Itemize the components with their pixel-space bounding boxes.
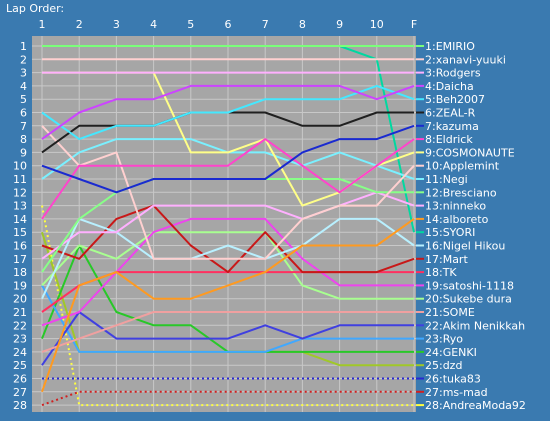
y-axis-labels: 1234567891011121314151617181920212223242… [13, 40, 27, 412]
legend-entry: 20:Sukebe dura [425, 293, 512, 306]
series-line-19 [41, 217, 414, 327]
y-tick-label: 6 [20, 107, 27, 120]
x-tick-label: 10 [370, 18, 384, 31]
x-tick-label: 9 [336, 18, 343, 31]
y-tick-label: 19 [13, 279, 27, 292]
series-line-23 [41, 284, 414, 353]
legend-entry: 14:alboreto [425, 213, 489, 226]
y-tick-label: 22 [13, 319, 27, 332]
y-tick-label: 28 [13, 399, 27, 412]
y-tick-label: 8 [20, 133, 27, 146]
y-tick-label: 3 [20, 67, 27, 80]
series-line-20 [41, 231, 414, 300]
series-lines [41, 45, 415, 407]
series-line-14 [41, 218, 415, 393]
x-tick-label: 1 [39, 18, 46, 31]
y-tick-label: 16 [13, 240, 27, 253]
y-tick-label: 1 [20, 40, 27, 53]
series-line-8 [41, 138, 415, 220]
legend-entry: 18:TK [425, 266, 457, 279]
series-line-21 [41, 311, 414, 353]
y-tick-label: 14 [13, 213, 27, 226]
y-tick-label: 11 [13, 173, 27, 186]
legend-entry: 26:tuka83 [425, 373, 481, 386]
legend-entry: 9:COSMONAUTE [425, 146, 515, 159]
series-line-13 [41, 191, 415, 260]
y-tick-label: 15 [13, 226, 27, 239]
x-tick-label: 3 [113, 18, 120, 31]
series-line-16 [41, 217, 415, 300]
chart-title: Lap Order: [6, 2, 64, 15]
series-line-10 [41, 125, 415, 260]
series-line-5 [41, 84, 415, 141]
legend-entry: 13:ninneko [425, 200, 486, 213]
y-tick-label: 20 [13, 293, 27, 306]
y-tick-label: 2 [20, 53, 27, 66]
legend-entry: 6:ZEAL-R [425, 107, 476, 120]
legend-entry: 25:dzd [425, 359, 462, 372]
legend-entry: 28:AndreaModa92 [425, 399, 526, 412]
x-tick-label: 4 [150, 18, 157, 31]
legend-entry: 10:Applemint [425, 160, 500, 173]
legend-entry: 7:kazuma [425, 120, 479, 133]
legend-entry: 23:Ryo [425, 333, 463, 346]
y-tick-label: 25 [13, 359, 27, 372]
legend-entry: 27:ms-mad [425, 386, 488, 399]
legend-entry: 19:satoshi-1118 [425, 279, 514, 292]
x-axis-labels: 1 2 3 4 5 6 7 8 9 10 F [39, 18, 418, 31]
series-line-7 [41, 124, 415, 194]
legend-entry: 24:GENKI [425, 346, 477, 359]
legend-entry: 22:Akim Nenikkah [425, 319, 525, 332]
y-tick-label: 13 [13, 200, 27, 213]
y-tick-label: 26 [13, 373, 27, 386]
y-tick-label: 27 [13, 386, 27, 399]
series-line-28 [41, 205, 414, 407]
y-tick-label: 4 [20, 80, 27, 93]
legend-entry: 16:Nigel Hikou [425, 240, 505, 253]
legend-entry: 5:Beh2007 [425, 93, 485, 106]
legend: 1:EMIRIO2:xanavi-yuuki3:Rodgers4:Daicha5… [416, 40, 526, 412]
x-tick-label: 6 [225, 18, 232, 31]
legend-entry: 1:EMIRIO [425, 40, 475, 53]
series-line-4 [41, 84, 415, 140]
x-tick-label: 2 [76, 18, 83, 31]
x-tick-label: 8 [299, 18, 306, 31]
legend-entry: 3:Rodgers [425, 67, 481, 80]
legend-entry: 21:SOME [425, 306, 475, 319]
y-tick-label: 24 [13, 346, 27, 359]
y-tick-label: 23 [13, 333, 27, 346]
x-tick-label: 5 [187, 18, 194, 31]
y-tick-label: 7 [20, 120, 27, 133]
y-tick-label: 17 [13, 253, 27, 266]
y-tick-label: 21 [13, 306, 27, 319]
y-tick-label: 18 [13, 266, 27, 279]
y-tick-label: 9 [20, 146, 27, 159]
legend-entry: 11:Negi [425, 173, 468, 186]
x-tick-label: 7 [262, 18, 269, 31]
y-tick-label: 10 [13, 160, 27, 173]
legend-entry: 12:Bresciano [425, 186, 497, 199]
legend-entry: 8:Eldrick [425, 133, 473, 146]
legend-entry: 2:xanavi-yuuki [425, 53, 506, 66]
legend-entry: 4:Daicha [425, 80, 474, 93]
legend-entry: 17:Mart [425, 253, 468, 266]
legend-entry: 15:SYORI [425, 226, 475, 239]
y-tick-label: 5 [20, 93, 27, 106]
x-tick-label: F [411, 18, 417, 31]
y-tick-label: 12 [13, 186, 27, 199]
